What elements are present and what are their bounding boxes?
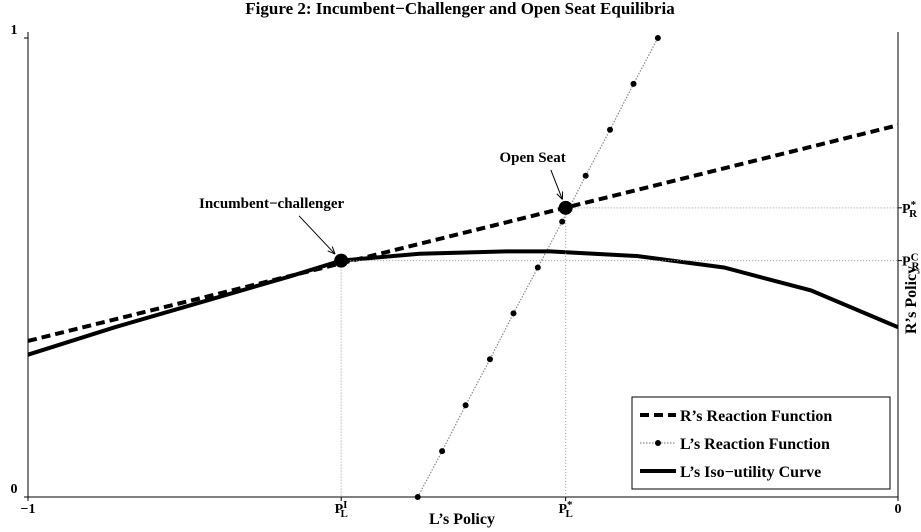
equilibrium-point	[334, 253, 349, 268]
tick-sup: C	[911, 252, 919, 264]
series-marker	[510, 310, 517, 317]
arrow-head	[327, 246, 336, 255]
tick-sup: I	[343, 499, 347, 511]
legend-box	[631, 396, 891, 490]
annotation-arrow	[550, 169, 563, 200]
arrow-head	[556, 191, 564, 200]
y2-tick-label: PC R	[902, 252, 921, 273]
legend-label: L’s Iso−utility Curve	[680, 464, 821, 481]
y2-tick-label: P* R	[902, 199, 918, 220]
series-marker	[534, 264, 541, 271]
series-marker	[654, 35, 661, 41]
tick-sup: *	[567, 499, 573, 511]
tick-sub: L	[566, 508, 573, 520]
tick-sub: L	[340, 508, 347, 520]
equilibrium-point	[558, 200, 573, 215]
tick-sup: *	[911, 199, 917, 211]
x-tick-label: −1	[21, 502, 36, 517]
tick-main: P	[335, 502, 344, 517]
x-axis-label: L’s Policy	[429, 511, 495, 528]
tick-sub: R	[909, 208, 918, 220]
legend-label: L’s Reaction Function	[680, 436, 830, 453]
annotation: Incumbent−challenger	[199, 196, 345, 212]
series-marker	[559, 218, 566, 225]
chart-title: Figure 2: Incumbent−Challenger and Open …	[245, 0, 675, 18]
tick-sub: R	[912, 261, 921, 273]
x-tick-label: 0	[895, 502, 902, 517]
series-marker	[630, 80, 637, 87]
series-marker	[486, 356, 493, 363]
legend-label: R’s Reaction Function	[680, 408, 832, 425]
annotation-arrow	[298, 215, 336, 255]
tick-main: P	[902, 255, 911, 270]
tick-main: P	[558, 502, 567, 517]
x-tick-label: PI L	[335, 499, 348, 520]
series-line	[27, 249, 899, 357]
y-axis-label: R’s Policy	[903, 266, 920, 334]
tick-main: P	[902, 202, 911, 217]
annotation: Open Seat	[499, 150, 565, 166]
legend-marker	[655, 440, 661, 446]
x-tick-label: P* L	[558, 499, 573, 520]
tick-main: −1	[21, 502, 36, 517]
series-marker	[607, 126, 614, 133]
series-marker	[439, 448, 446, 455]
series-line	[27, 123, 899, 343]
series-marker	[414, 494, 421, 500]
y-tick-label: 0	[11, 482, 18, 497]
y-tick-label: 1	[11, 23, 18, 38]
series-marker	[462, 402, 469, 409]
series-marker	[582, 172, 589, 179]
